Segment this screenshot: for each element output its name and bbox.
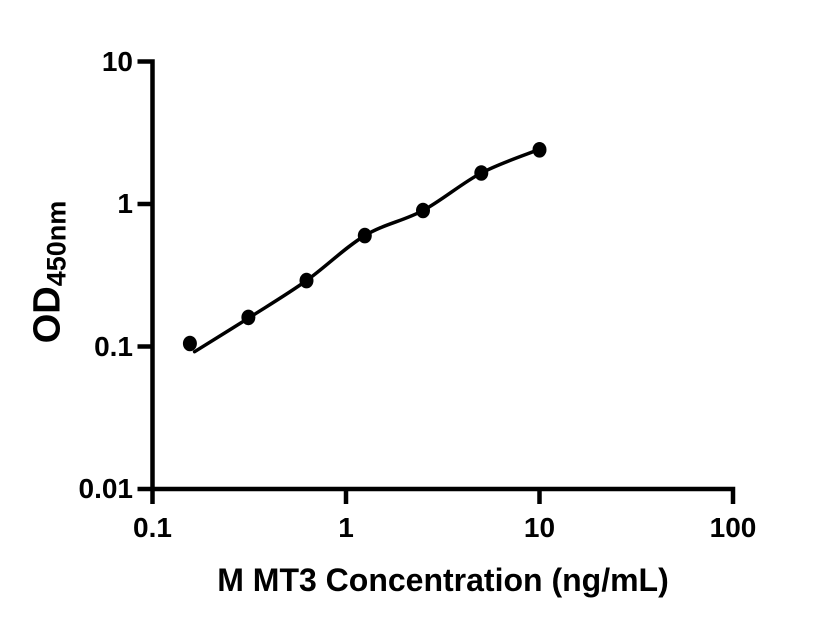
x-tick-label: 1 [338, 512, 354, 543]
data-point-marker [474, 165, 489, 181]
y-tick-label: 1 [117, 188, 133, 219]
data-point-marker [416, 202, 430, 219]
y-tick-label: 0.01 [78, 473, 134, 504]
y-axis-title-subscript: 450nm [41, 200, 72, 287]
data-point-marker [532, 142, 547, 158]
data-point-marker [182, 335, 197, 352]
x-tick-label: 100 [709, 512, 757, 543]
x-axis-title: M MT3 Concentration (ng/mL) [217, 562, 669, 598]
data-point-marker [357, 227, 372, 244]
y-tick-label: 0.1 [94, 330, 133, 362]
y-tick-label: 10 [101, 45, 133, 77]
y-axis-title-main: OD [26, 286, 69, 344]
x-tick-label: 10 [523, 512, 556, 543]
x-tick-label: 0.1 [133, 512, 172, 543]
y-axis-title: OD450nm [26, 200, 72, 344]
data-point-marker [299, 272, 314, 289]
data-point-marker [241, 309, 256, 326]
axes-and-ticks [137, 59, 736, 504]
